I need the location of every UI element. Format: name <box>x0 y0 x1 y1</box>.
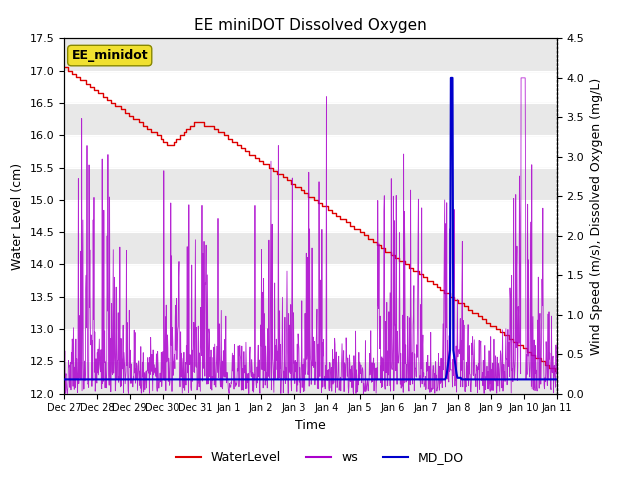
Bar <box>64 232 557 264</box>
Bar <box>64 168 557 200</box>
Bar <box>64 361 557 394</box>
Bar <box>64 103 557 135</box>
Y-axis label: Wind Speed (m/s), Dissolved Oxygen (mg/L): Wind Speed (m/s), Dissolved Oxygen (mg/L… <box>590 77 603 355</box>
X-axis label: Time: Time <box>295 419 326 432</box>
Bar <box>64 297 557 329</box>
Bar <box>64 38 557 71</box>
Text: EE_minidot: EE_minidot <box>72 49 148 62</box>
Y-axis label: Water Level (cm): Water Level (cm) <box>11 162 24 270</box>
Title: EE miniDOT Dissolved Oxygen: EE miniDOT Dissolved Oxygen <box>194 18 427 33</box>
Legend: WaterLevel, ws, MD_DO: WaterLevel, ws, MD_DO <box>171 446 469 469</box>
